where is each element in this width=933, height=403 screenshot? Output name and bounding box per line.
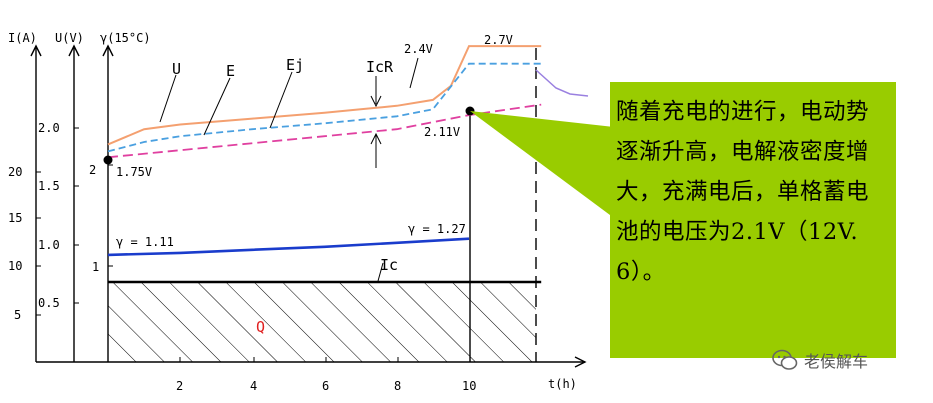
- u-tick-label: 2.0: [38, 121, 60, 135]
- annotation-q: Q: [256, 318, 265, 336]
- label-u: U: [172, 60, 181, 78]
- axis-label-i: I(A): [8, 31, 37, 45]
- series-e-tail: [535, 69, 589, 97]
- charge-area-q: [108, 282, 536, 362]
- label-2-4v: 2.4V: [404, 42, 433, 56]
- label-gamma-start: γ = 1.11: [116, 235, 174, 249]
- x-tick-label: 4: [250, 379, 257, 393]
- i-tick-label: 5: [14, 308, 21, 322]
- callout-box: [610, 82, 896, 358]
- x-tick-label: 8: [394, 379, 401, 393]
- i-tick-label: 20: [8, 165, 22, 179]
- gamma-tick-label: 2: [89, 163, 96, 177]
- u-axis-ticks: [74, 127, 79, 304]
- wechat-icon: [772, 349, 798, 370]
- x-tick-label: 10: [462, 379, 476, 393]
- watermark-text: 老侯解车: [804, 352, 869, 371]
- x-tick-label: 6: [322, 379, 329, 393]
- u-tick-label: 0.5: [38, 296, 60, 310]
- start-point: [103, 155, 113, 165]
- x-tick-label: 2: [176, 379, 183, 393]
- u-tick-label: 1.5: [38, 179, 60, 193]
- gamma-tick-label: 1: [92, 260, 99, 274]
- axis-label-t: t(h): [548, 377, 577, 391]
- label-1-75v: 1.75V: [116, 165, 152, 179]
- axes: [30, 44, 587, 368]
- series-e-line: [107, 62, 542, 153]
- label-e: E: [226, 62, 235, 80]
- label-2-11v: 2.11V: [424, 125, 460, 139]
- label-icr: IcR: [366, 58, 394, 76]
- label-pointers: [159, 57, 419, 282]
- label-ic: Ic: [380, 256, 398, 274]
- axis-label-gamma: γ(15°C): [100, 31, 151, 45]
- i-tick-label: 15: [8, 211, 22, 225]
- series-u-line: [107, 45, 542, 146]
- series-gamma-line: [107, 237, 470, 257]
- label-2-7v: 2.7V: [484, 33, 513, 47]
- callout-pointer: [470, 111, 614, 218]
- callout-text: 随着充电的进行，电动势逐渐升高，电解液密度增大，充满电后，单格蓄电池的电压为2.…: [616, 99, 870, 285]
- gamma-axis-ticks: [108, 164, 113, 267]
- u-tick-label: 1.0: [38, 238, 60, 252]
- i-tick-label: 10: [8, 259, 22, 273]
- watermark: 老侯解车: [772, 346, 868, 374]
- i-axis-ticks: [36, 171, 41, 316]
- axis-label-u: U(V): [55, 31, 84, 45]
- label-ej: Ej: [286, 56, 304, 74]
- label-gamma-end: γ = 1.27: [408, 222, 466, 236]
